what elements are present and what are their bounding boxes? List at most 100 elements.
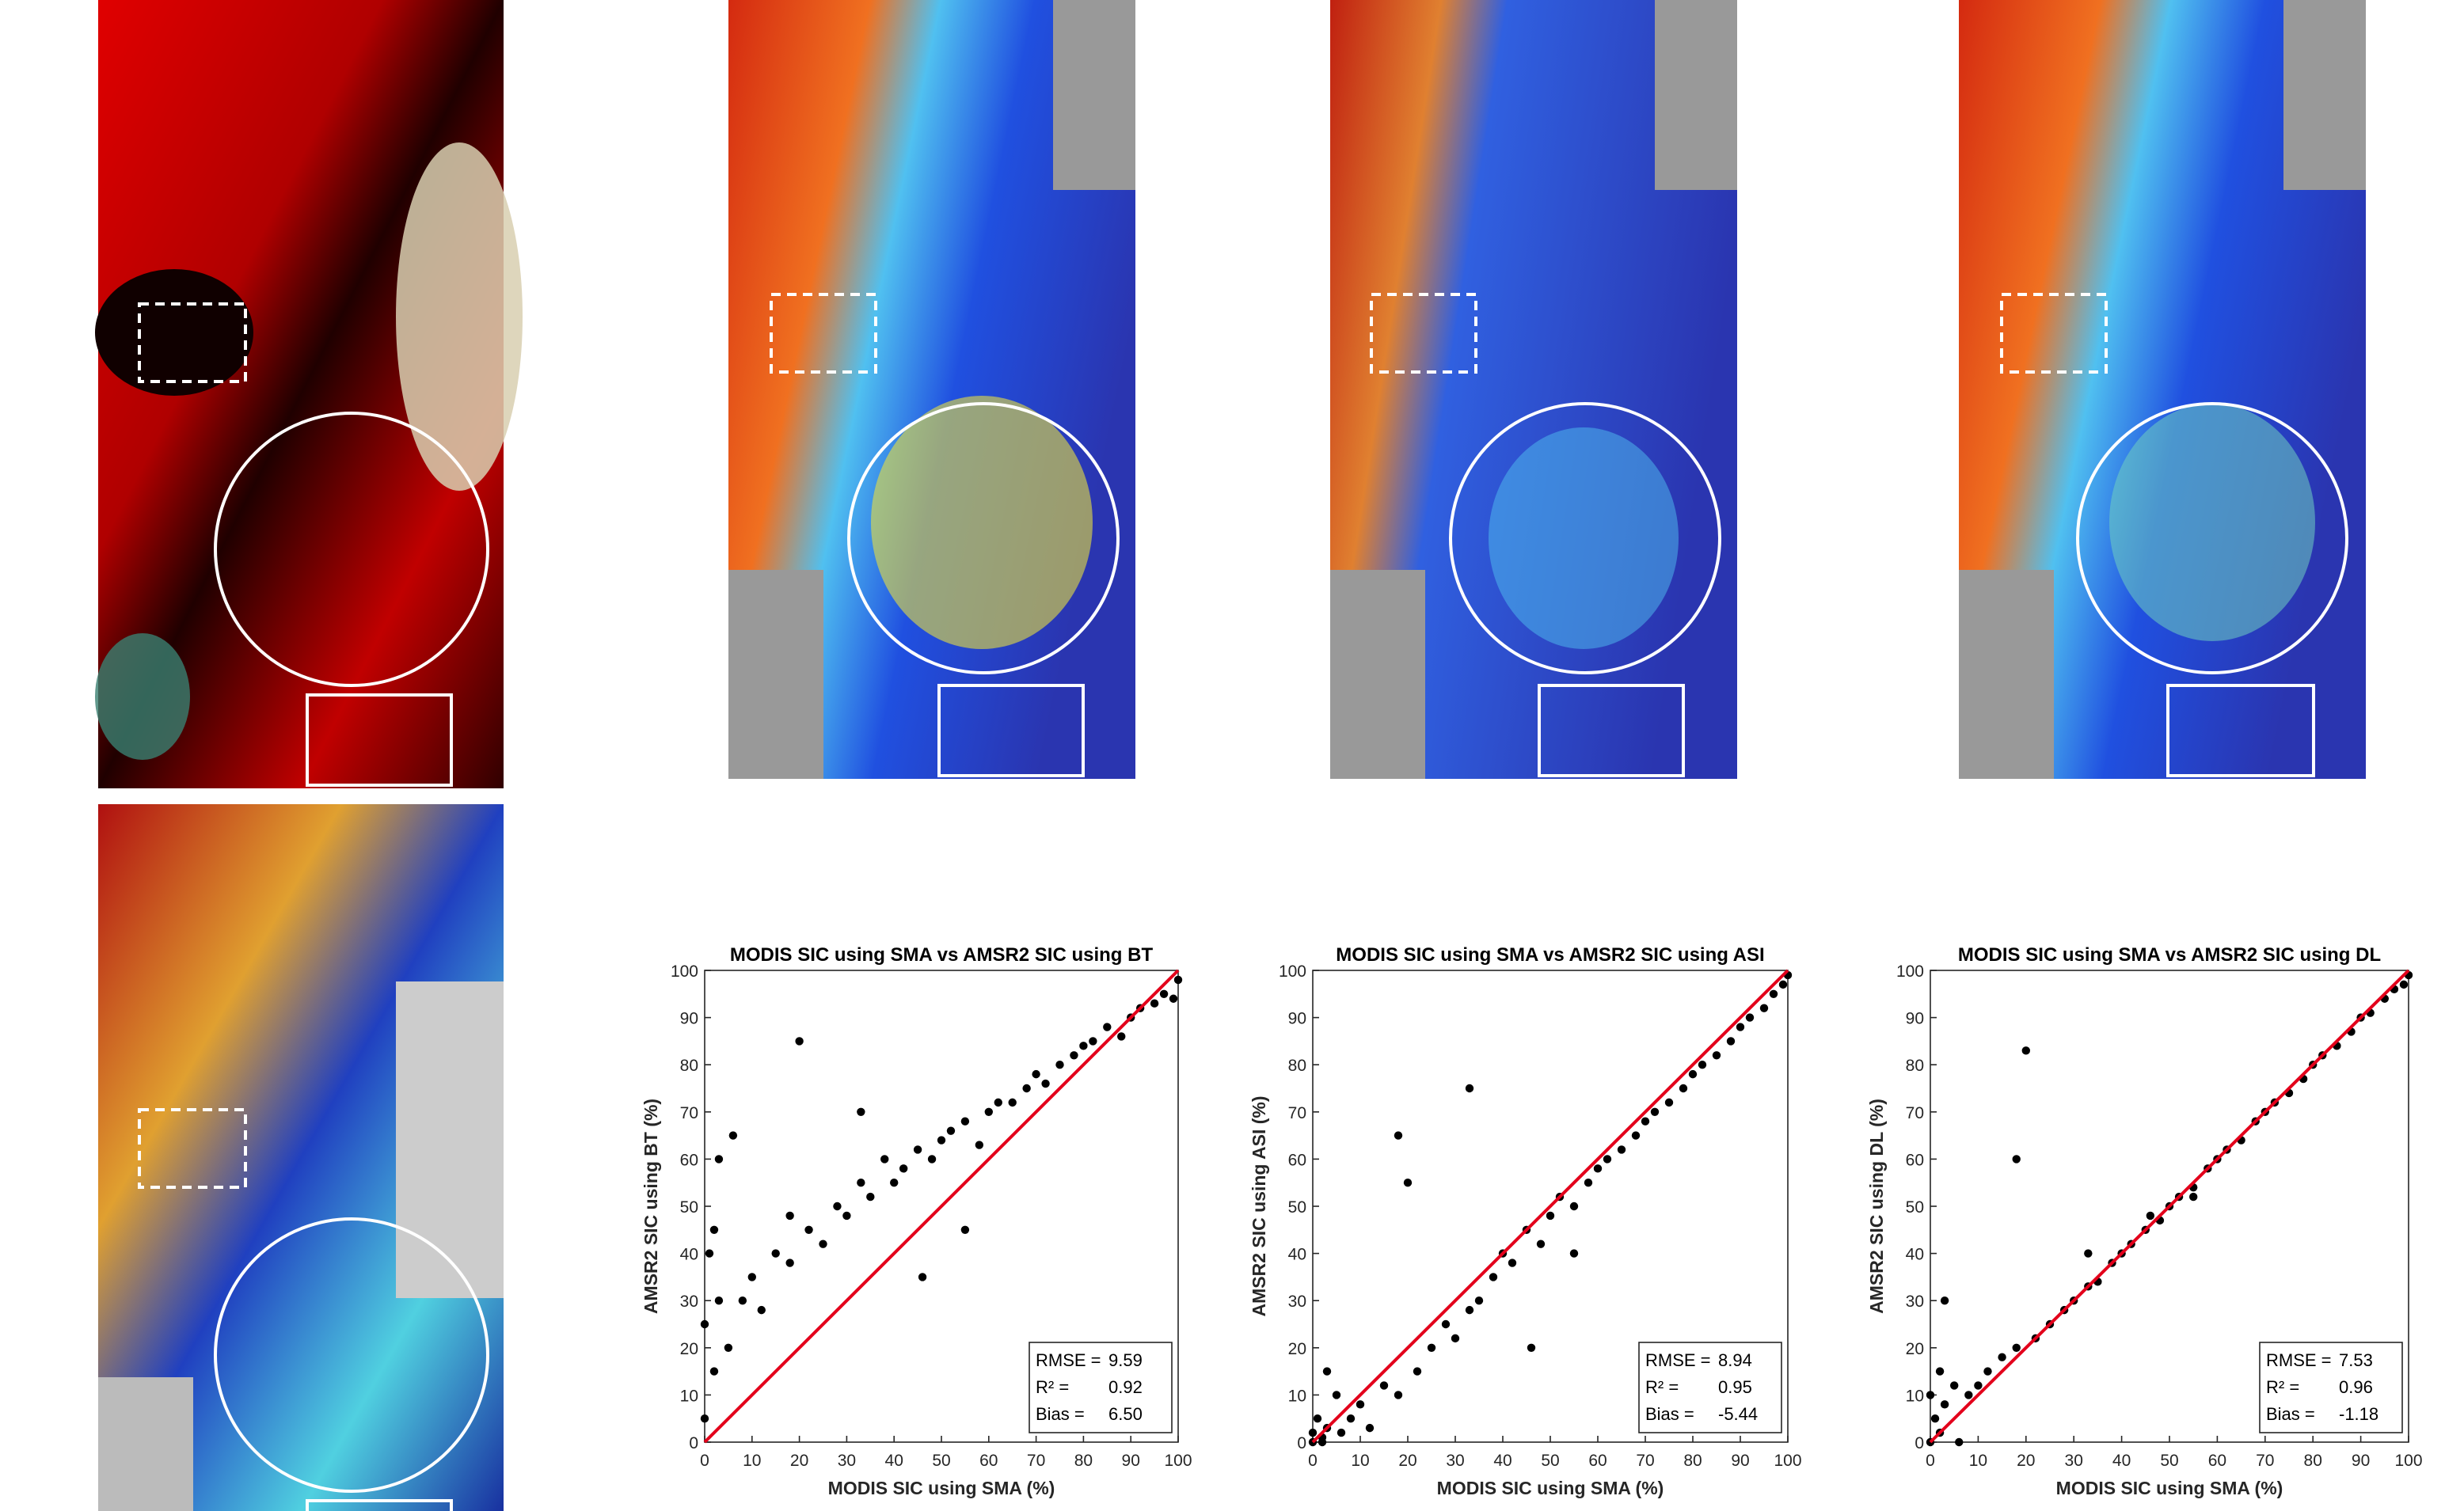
y-tick-label: 80 bbox=[680, 1057, 698, 1075]
point bbox=[1117, 1032, 1126, 1041]
point bbox=[2012, 1343, 2021, 1353]
point bbox=[1688, 1069, 1698, 1079]
point bbox=[700, 1414, 709, 1423]
x-tick-label: 40 bbox=[885, 1452, 903, 1470]
x-tick-label: 90 bbox=[2352, 1452, 2370, 1470]
stat-label: Bias = bbox=[1645, 1404, 1694, 1424]
point bbox=[709, 1225, 719, 1235]
y-tick-label: 50 bbox=[680, 1198, 698, 1217]
x-tick-label: 50 bbox=[2160, 1452, 2178, 1470]
point bbox=[1346, 1414, 1356, 1423]
image-bt bbox=[728, 0, 1135, 779]
x-tick-label: 0 bbox=[700, 1452, 709, 1470]
y-tick-label: 100 bbox=[1896, 962, 1924, 981]
overlays bbox=[138, 293, 2348, 1511]
point bbox=[918, 1273, 927, 1281]
point bbox=[1930, 1414, 1940, 1423]
point bbox=[1008, 1098, 1017, 1107]
point bbox=[738, 1296, 747, 1305]
image-dl bbox=[1959, 0, 2366, 779]
x-tick-label: 60 bbox=[979, 1452, 998, 1470]
point bbox=[1650, 1107, 1660, 1117]
x-tick-label: 30 bbox=[838, 1452, 856, 1470]
point bbox=[785, 1211, 794, 1221]
point bbox=[994, 1098, 1002, 1107]
point bbox=[1726, 1037, 1736, 1046]
x-tick-label: 40 bbox=[2112, 1452, 2131, 1470]
point bbox=[1451, 1334, 1460, 1343]
y-tick-label: 10 bbox=[1906, 1387, 1924, 1405]
point bbox=[1631, 1131, 1641, 1140]
stat-value: 9.59 bbox=[1108, 1350, 1143, 1370]
point bbox=[1935, 1367, 1945, 1376]
x-tick-label: 20 bbox=[790, 1452, 808, 1470]
stat-value: 8.94 bbox=[1718, 1350, 1752, 1370]
y-tick-label: 80 bbox=[1288, 1057, 1306, 1075]
point bbox=[1664, 1098, 1674, 1107]
point bbox=[1413, 1367, 1422, 1376]
x-tick-label: 80 bbox=[1074, 1452, 1093, 1470]
point bbox=[1617, 1145, 1626, 1154]
point bbox=[857, 1107, 865, 1117]
point bbox=[984, 1107, 994, 1117]
y-tick-label: 70 bbox=[680, 1104, 698, 1122]
x-tick-label: 100 bbox=[2394, 1452, 2422, 1470]
y-tick-label: 70 bbox=[1906, 1104, 1924, 1122]
y-tick-label: 60 bbox=[1288, 1151, 1306, 1169]
y-tick-label: 40 bbox=[680, 1246, 698, 1264]
point bbox=[866, 1192, 875, 1202]
point bbox=[913, 1145, 922, 1154]
stats-box bbox=[1029, 1342, 1173, 1433]
chart-title: MODIS SIC using SMA vs AMSR2 SIC using D… bbox=[1958, 944, 2381, 966]
point bbox=[2012, 1155, 2021, 1164]
point bbox=[1322, 1367, 1332, 1376]
x-tick-label: 50 bbox=[1541, 1452, 1559, 1470]
y-tick-label: 50 bbox=[1288, 1198, 1306, 1217]
point bbox=[1159, 989, 1169, 999]
chart-title: MODIS SIC using SMA vs AMSR2 SIC using B… bbox=[730, 944, 1154, 966]
x-tick-label: 40 bbox=[1493, 1452, 1511, 1470]
y-tick-label: 10 bbox=[680, 1387, 698, 1405]
point bbox=[1940, 1296, 1949, 1305]
point bbox=[1712, 1051, 1721, 1060]
y-axis-label: AMSR2 SIC using BT (%) bbox=[641, 1099, 661, 1314]
point bbox=[1032, 1069, 1040, 1079]
stats-box bbox=[1638, 1342, 1782, 1433]
y-tick-label: 30 bbox=[680, 1293, 698, 1311]
y-tick-label: 80 bbox=[1906, 1057, 1924, 1075]
stat-label: R² = bbox=[1645, 1377, 1679, 1397]
chart-title: MODIS SIC using SMA vs AMSR2 SIC using A… bbox=[1336, 944, 1764, 966]
point bbox=[1769, 989, 1778, 999]
point bbox=[1569, 1202, 1579, 1211]
point bbox=[1584, 1179, 1593, 1187]
y-tick-label: 0 bbox=[1915, 1434, 1924, 1452]
point bbox=[1465, 1084, 1474, 1093]
point bbox=[1998, 1353, 2006, 1361]
point bbox=[1465, 1305, 1474, 1315]
point bbox=[1736, 1023, 1745, 1031]
point bbox=[2189, 1192, 2198, 1202]
stat-label: Bias = bbox=[2266, 1404, 2315, 1424]
y-tick-label: 50 bbox=[1906, 1198, 1924, 1217]
x-tick-label: 80 bbox=[2304, 1452, 2322, 1470]
x-tick-label: 80 bbox=[1683, 1452, 1702, 1470]
x-axis-label: MODIS SIC using SMA (%) bbox=[2056, 1478, 2283, 1498]
point bbox=[2399, 980, 2409, 989]
point bbox=[714, 1155, 724, 1164]
point bbox=[1508, 1259, 1517, 1267]
point bbox=[795, 1037, 804, 1046]
point bbox=[1403, 1179, 1413, 1187]
stat-label: RMSE = bbox=[1036, 1350, 1101, 1370]
x-tick-label: 70 bbox=[1636, 1452, 1654, 1470]
point bbox=[1332, 1391, 1341, 1399]
point bbox=[1169, 994, 1178, 1003]
point bbox=[1022, 1084, 1031, 1093]
point bbox=[747, 1273, 756, 1281]
x-tick-label: 30 bbox=[1446, 1452, 1464, 1470]
point bbox=[1337, 1428, 1346, 1437]
y-tick-label: 60 bbox=[680, 1151, 698, 1169]
x-tick-label: 90 bbox=[1122, 1452, 1140, 1470]
image-asi bbox=[1330, 0, 1737, 779]
point bbox=[1974, 1381, 1983, 1390]
